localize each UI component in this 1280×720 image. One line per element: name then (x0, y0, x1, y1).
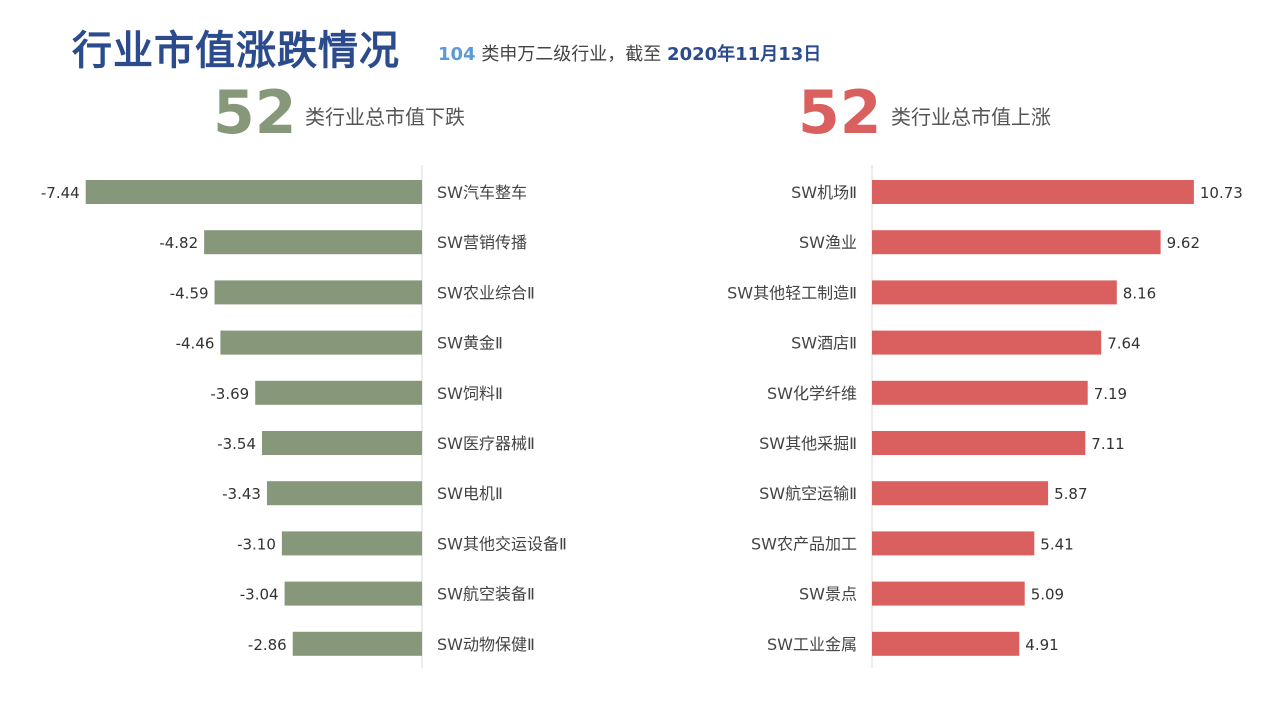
up-value-label: 5.87 (1054, 485, 1087, 503)
down-value-label: -3.10 (237, 535, 276, 553)
up-label: 类行业总市值上涨 (891, 105, 1051, 129)
down-category-label: SW其他交运设备Ⅱ (437, 534, 567, 553)
up-bar (872, 180, 1194, 204)
down-value-label: -3.43 (222, 485, 261, 503)
down-value-label: -4.59 (170, 284, 209, 302)
up-value-label: 7.19 (1094, 385, 1127, 403)
up-value-label: 4.91 (1025, 636, 1058, 654)
down-category-label: SW航空装备Ⅱ (437, 585, 535, 604)
down-bar (292, 631, 422, 656)
up-category-label: SW航空运输Ⅱ (759, 484, 857, 503)
up-value-label: 5.41 (1040, 535, 1073, 553)
up-category-label: SW化学纤维 (767, 384, 857, 403)
up-category-label: SW其他轻工制造Ⅱ (727, 283, 857, 302)
as-of-date: 2020年11月13日 (667, 44, 822, 65)
down-bar (281, 531, 422, 556)
down-category-label: SW饲料Ⅱ (437, 384, 503, 403)
down-bar (266, 481, 422, 506)
down-label: 类行业总市值下跌 (305, 105, 465, 129)
up-bar (872, 380, 1088, 405)
down-category-label: SW电机Ⅱ (437, 484, 503, 503)
up-category-label: SW渔业 (799, 233, 857, 252)
down-bar (255, 380, 422, 405)
up-bar (872, 631, 1020, 656)
page-subtitle: 104 类申万二级行业，截至 2020年11月13日 (438, 40, 821, 66)
down-category-label: SW营销传播 (437, 233, 527, 252)
down-category-label: SW农业综合Ⅱ (437, 283, 535, 302)
up-value-label: 10.73 (1200, 184, 1243, 202)
down-value-label: -7.44 (41, 184, 80, 202)
up-bar (872, 280, 1117, 305)
up-bar (872, 230, 1161, 255)
up-category-label: SW景点 (799, 585, 857, 604)
page-title: 行业市值涨跌情况 (72, 28, 400, 74)
down-value-label: -3.69 (210, 385, 249, 403)
down-value-label: -3.54 (217, 435, 256, 453)
up-category-label: SW农产品加工 (751, 534, 857, 553)
down-value-label: -3.04 (240, 586, 279, 604)
down-category-label: SW汽车整车 (437, 183, 527, 202)
down-count: 52 (213, 78, 297, 148)
up-value-label: 7.11 (1091, 435, 1124, 453)
down-bar (204, 230, 422, 255)
industry-count: 104 (438, 44, 476, 65)
up-category-label: SW酒店Ⅱ (791, 334, 857, 353)
down-category-label: SW动物保健Ⅱ (437, 635, 535, 654)
down-bar (214, 280, 422, 305)
up-value-label: 7.64 (1107, 335, 1140, 353)
up-value-label: 5.09 (1031, 586, 1064, 604)
down-value-label: -4.46 (176, 335, 215, 353)
up-bar (872, 481, 1049, 506)
down-bar (85, 180, 422, 204)
down-bar (284, 581, 422, 606)
down-value-label: -4.82 (159, 234, 198, 252)
up-bar (872, 531, 1035, 556)
up-count: 52 (798, 78, 882, 148)
up-bar (872, 330, 1102, 355)
down-category-label: SW黄金Ⅱ (437, 334, 503, 353)
down-bar (220, 330, 422, 355)
up-bar (872, 581, 1025, 606)
down-value-label: -2.86 (248, 636, 287, 654)
up-category-label: SW工业金属 (767, 635, 857, 654)
up-category-label: SW机场Ⅱ (791, 183, 857, 202)
up-category-label: SW其他采掘Ⅱ (759, 434, 857, 453)
down-category-label: SW医疗器械Ⅱ (437, 434, 535, 453)
up-value-label: 8.16 (1123, 284, 1156, 302)
down-bar (261, 431, 422, 455)
subtitle-text: 类申万二级行业，截至 (481, 44, 662, 65)
up-value-label: 9.62 (1167, 234, 1200, 252)
up-bar (872, 431, 1086, 455)
